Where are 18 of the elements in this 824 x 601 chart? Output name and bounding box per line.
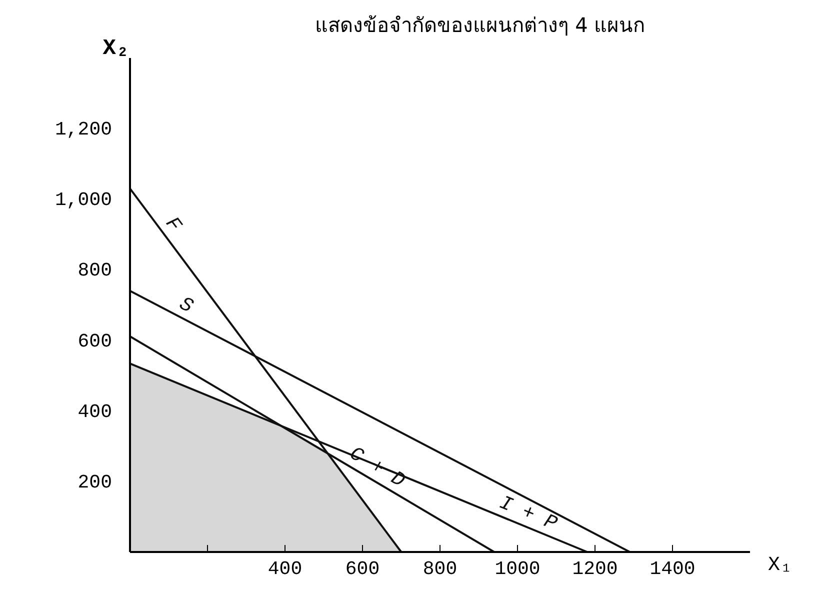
y-tick-label: 1,200 bbox=[54, 118, 112, 141]
y-tick-label: 1,000 bbox=[54, 189, 112, 212]
x-axis-title: X₁ bbox=[768, 554, 792, 577]
y-axis-title: X₂ bbox=[102, 36, 130, 61]
text: F bbox=[160, 213, 186, 238]
x-tick-label: 1400 bbox=[650, 558, 696, 580]
x-tick-label: 600 bbox=[345, 558, 380, 580]
x-tick-label: 1000 bbox=[494, 558, 540, 580]
text: I + P bbox=[496, 492, 560, 536]
y-tick-label: 200 bbox=[78, 471, 112, 494]
y-tick-label: 800 bbox=[78, 260, 112, 282]
y-tick-label: 400 bbox=[78, 400, 112, 423]
x-tick-label: 800 bbox=[422, 558, 458, 580]
text: S bbox=[175, 292, 196, 319]
y-tick-label: 600 bbox=[78, 330, 112, 352]
x-tick-label: 400 bbox=[268, 558, 302, 580]
x-tick-label: 1200 bbox=[572, 558, 618, 580]
chart-title: แสดงข้อจำกัดของแผนกต่างๆ 4 แผนก bbox=[314, 13, 646, 37]
